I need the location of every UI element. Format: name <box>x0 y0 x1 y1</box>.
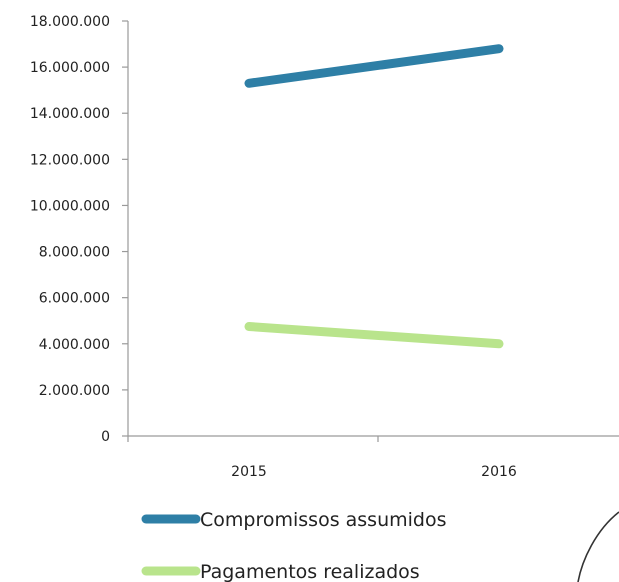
y-axis: 0 2.000.000 4.000.000 6.000.000 8.000.000 10.… <box>30 14 129 445</box>
series-line-0 <box>244 44 504 88</box>
y-tick-label: 12.000.000 <box>30 152 110 168</box>
y-tick-label: 14.000.000 <box>30 106 110 122</box>
y-tick-label: 2.000.000 <box>39 383 110 399</box>
y-tick-label: 6.000.000 <box>39 291 110 307</box>
seal-stamp-edge <box>577 511 619 582</box>
y-tick-label: 16.000.000 <box>30 60 110 76</box>
y-tick-label: 0 <box>101 429 110 445</box>
y-tick-label: 10.000.000 <box>30 198 110 214</box>
y-tick-label: 18.000.000 <box>30 14 110 30</box>
legend-label-1: Pagamentos realizados <box>200 561 420 582</box>
x-tick-label: 2016 <box>481 464 517 480</box>
x-axis: 2015 2016 <box>127 435 619 480</box>
y-tick-label: 8.000.000 <box>39 245 110 261</box>
x-tick-label: 2015 <box>231 464 267 480</box>
legend: Compromissos assumidos Pagamentos realiza… <box>141 509 446 582</box>
legend-label-0: Compromissos assumidos <box>200 509 446 531</box>
series-lines <box>244 44 504 349</box>
y-tick-label: 4.000.000 <box>39 337 110 353</box>
series-line-1 <box>244 322 504 349</box>
